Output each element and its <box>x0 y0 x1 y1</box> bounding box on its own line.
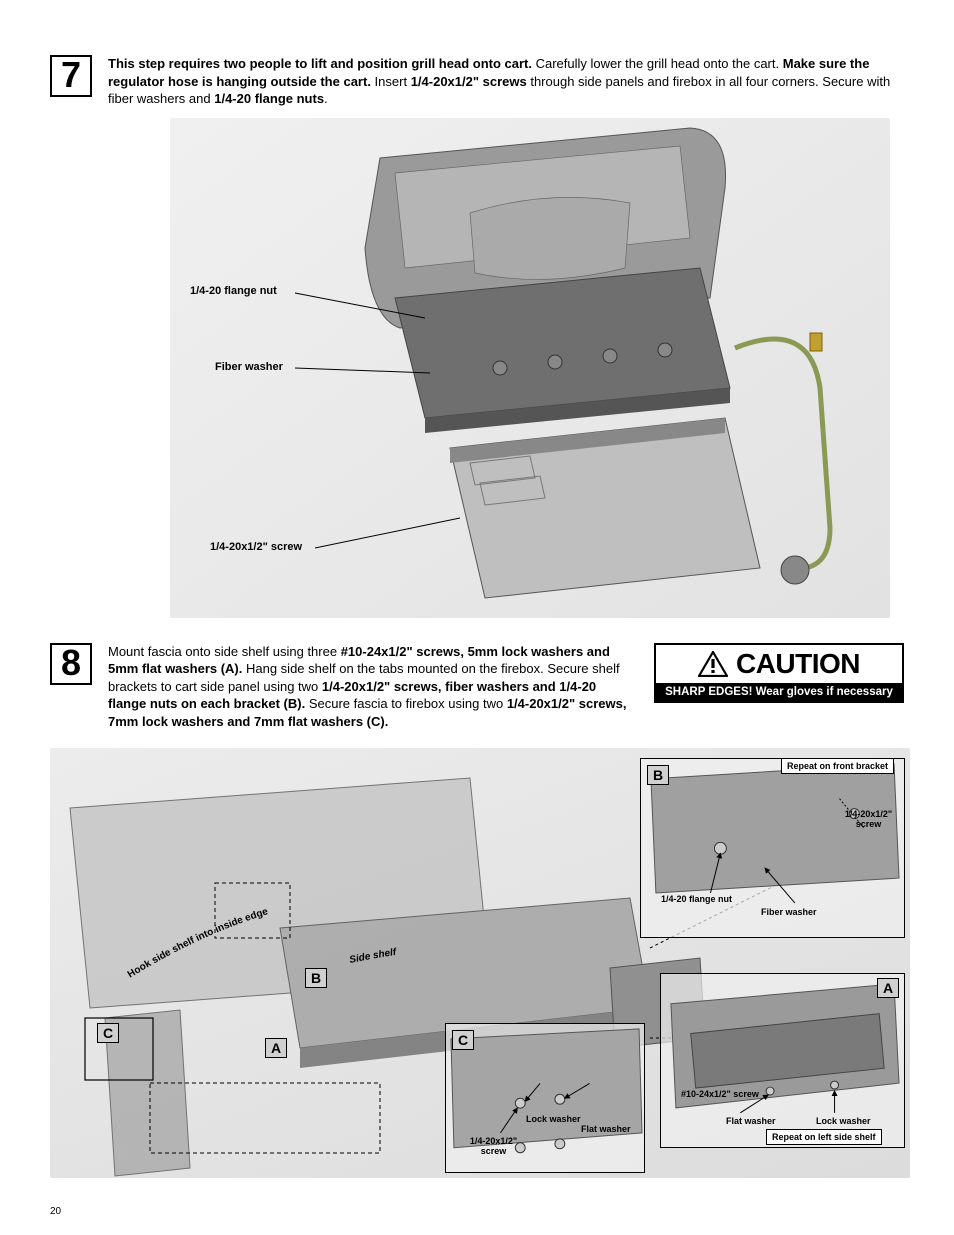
inset-C: C Lock washer Flat washer 1/4-20x1/2" sc… <box>445 1023 645 1173</box>
page-number: 20 <box>50 1206 61 1217</box>
caution-box: CAUTION SHARP EDGES! Wear gloves if nece… <box>654 643 904 703</box>
caution-subtitle: SHARP EDGES! Wear gloves if necessary <box>656 683 902 701</box>
label-a-lock: Lock washer <box>816 1116 871 1126</box>
label-a-flat: Flat washer <box>726 1116 776 1126</box>
marker-A-2: A <box>877 978 899 998</box>
label-b-fiber: Fiber washer <box>761 907 817 917</box>
label-screw: 1/4-20x1/2" screw <box>210 541 302 553</box>
step-7-block: 7 This step requires two people to lift … <box>50 55 904 108</box>
repeat-front: Repeat on front bracket <box>781 758 894 774</box>
marker-A-1: A <box>265 1038 287 1058</box>
marker-B-1: B <box>305 968 327 988</box>
label-c-flat: Flat washer <box>581 1124 631 1134</box>
caution-title: CAUTION <box>736 648 860 680</box>
label-fiber-washer: Fiber washer <box>215 361 283 373</box>
label-b-flange: 1/4-20 flange nut <box>661 894 732 904</box>
label-c-screw: 1/4-20x1/2" screw <box>466 1136 521 1156</box>
marker-B-2: B <box>647 765 669 785</box>
marker-C-2: C <box>452 1030 474 1050</box>
label-c-lock: Lock washer <box>526 1114 581 1124</box>
figure-8: Hook side shelf into inside edge Side sh… <box>50 748 910 1178</box>
label-flange-nut: 1/4-20 flange nut <box>190 285 277 297</box>
label-b-screw: 1/4-20x1/2" screw <box>836 809 901 829</box>
repeat-left: Repeat on left side shelf <box>766 1129 882 1145</box>
label-a-1024: #10-24x1/2" screw <box>681 1089 759 1099</box>
step-7-text: This step requires two people to lift an… <box>108 55 904 108</box>
figure-7: 1/4-20 flange nut Fiber washer 1/4-20x1/… <box>170 118 890 618</box>
marker-C-1: C <box>97 1023 119 1043</box>
step-7-number: 7 <box>50 55 92 97</box>
inset-B: B Repeat on front bracket 1/4-20x1/2" sc… <box>640 758 905 938</box>
warning-icon <box>698 651 728 677</box>
inset-A: A #10-24x1/2" screw Flat washer Lock was… <box>660 973 905 1148</box>
step-8-text: Mount fascia onto side shelf using three… <box>108 643 634 731</box>
step-8-row: 8 Mount fascia onto side shelf using thr… <box>50 643 904 731</box>
step-8-number: 8 <box>50 643 92 685</box>
